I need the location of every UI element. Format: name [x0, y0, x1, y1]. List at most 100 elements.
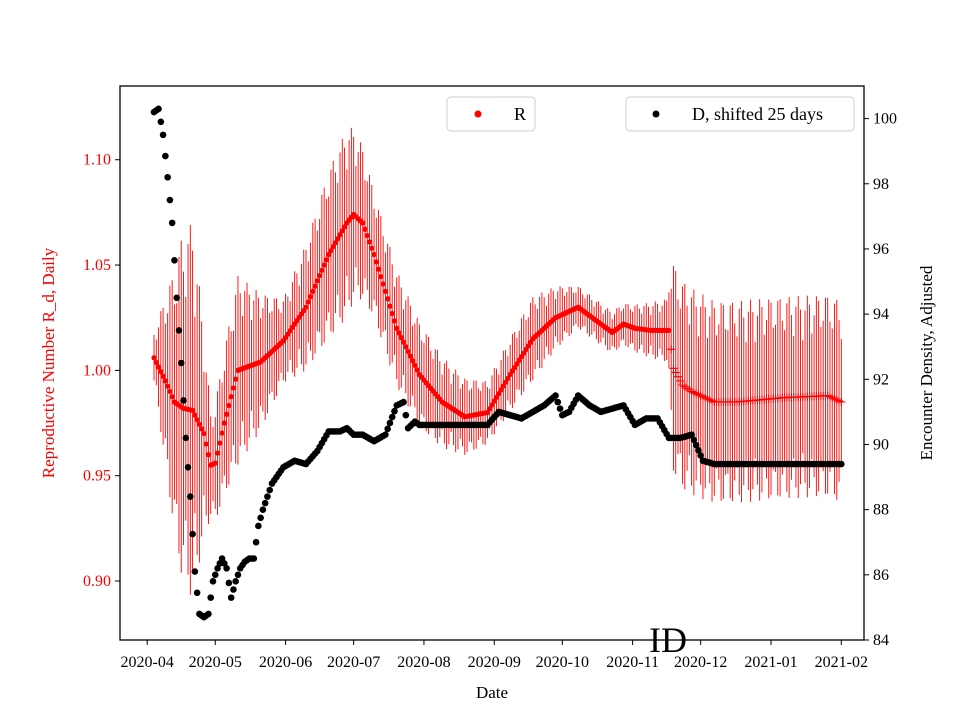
r-point	[371, 251, 377, 258]
right-y-tick-label: 84	[873, 632, 889, 649]
plot-frame	[119, 85, 865, 641]
x-tick-label: 2020-12	[674, 654, 727, 671]
right-y-tick-label: 96	[873, 241, 889, 258]
d-point	[162, 152, 169, 160]
r-point	[366, 239, 373, 245]
d-point	[690, 436, 698, 444]
d-point	[400, 398, 407, 406]
r-point	[396, 330, 402, 336]
r-point	[666, 327, 672, 333]
d-point	[255, 522, 262, 530]
r-point	[412, 362, 418, 368]
r-point	[385, 296, 391, 302]
x-tick-label: 2021-02	[815, 654, 868, 671]
r-point	[332, 240, 339, 246]
r-point	[484, 409, 491, 416]
d-point	[252, 538, 260, 546]
left-y-tick-label: 1.05	[83, 257, 111, 274]
d-point	[225, 579, 233, 587]
r-point	[339, 228, 345, 234]
r-point	[199, 426, 205, 432]
r-point	[337, 232, 343, 238]
legend-r-marker	[474, 110, 482, 118]
r-point	[405, 348, 411, 355]
r-point	[310, 288, 316, 294]
d-point	[166, 196, 174, 204]
d-point	[168, 219, 176, 227]
d-point	[211, 571, 219, 579]
r-point	[165, 383, 171, 389]
r-point	[403, 344, 409, 350]
x-tick-label: 2020-06	[259, 654, 312, 671]
r-point	[503, 379, 509, 385]
r-projection-marker	[676, 376, 685, 385]
d-point	[388, 413, 396, 421]
left-y-axis: 0.90 0.95 1.00 1.05 1.10	[83, 152, 120, 590]
r-point	[303, 304, 309, 310]
r-point	[369, 245, 375, 251]
d-point	[232, 578, 239, 585]
r-point	[330, 244, 336, 250]
d-point	[223, 565, 230, 572]
r-point	[328, 247, 334, 254]
r-point	[214, 450, 221, 456]
d-point	[157, 118, 165, 126]
d-point	[230, 586, 237, 593]
r-point	[192, 412, 198, 418]
d-point	[205, 610, 212, 618]
r-point	[505, 375, 511, 381]
r-point	[228, 394, 234, 400]
r-point	[224, 411, 230, 417]
r-point	[335, 236, 341, 242]
right-y-tick-label: 98	[873, 176, 889, 193]
r-point	[194, 417, 200, 423]
x-tick-label: 2020-04	[121, 654, 174, 671]
d-point	[175, 327, 183, 334]
right-y-tick-label: 100	[873, 111, 897, 128]
d-point	[556, 405, 564, 412]
d-point	[261, 499, 269, 507]
r-projection-marker	[674, 372, 682, 381]
r-point	[326, 251, 332, 258]
d-point	[552, 392, 559, 399]
d-point	[692, 441, 700, 449]
left-y-tick-label: 0.95	[83, 468, 111, 485]
r-series-points	[151, 211, 846, 468]
r-point	[233, 376, 239, 382]
r-point	[160, 373, 166, 379]
r-point	[414, 367, 420, 373]
d-point	[250, 555, 258, 562]
r-point	[196, 421, 202, 427]
right-y-tick-label: 86	[873, 567, 889, 584]
x-tick-label: 2021-01	[744, 654, 797, 671]
r-point	[360, 220, 366, 226]
r-point	[169, 394, 175, 400]
d-point	[193, 589, 201, 597]
r-point	[391, 318, 398, 324]
r-point	[189, 407, 196, 413]
r-point	[167, 388, 173, 395]
x-axis-label: Date	[476, 683, 508, 702]
r-point	[362, 226, 368, 232]
d-point	[155, 105, 162, 113]
r-projection-marker	[671, 368, 680, 377]
watermark: ID	[649, 620, 687, 660]
d-point	[177, 359, 185, 367]
r-point	[205, 452, 212, 458]
r-point	[155, 364, 162, 370]
d-point	[386, 419, 394, 427]
r-point	[317, 272, 323, 279]
d-series-points	[150, 105, 845, 621]
d-point	[171, 257, 178, 264]
left-y-tick-label: 0.90	[83, 573, 111, 590]
d-point	[382, 431, 389, 438]
r-point	[400, 339, 407, 345]
r-point	[389, 310, 395, 317]
r-point	[217, 440, 223, 446]
r-point	[489, 402, 495, 408]
r-point	[375, 266, 382, 272]
legend-r-label: R	[514, 104, 526, 124]
d-point	[695, 447, 702, 454]
d-point	[384, 425, 391, 433]
